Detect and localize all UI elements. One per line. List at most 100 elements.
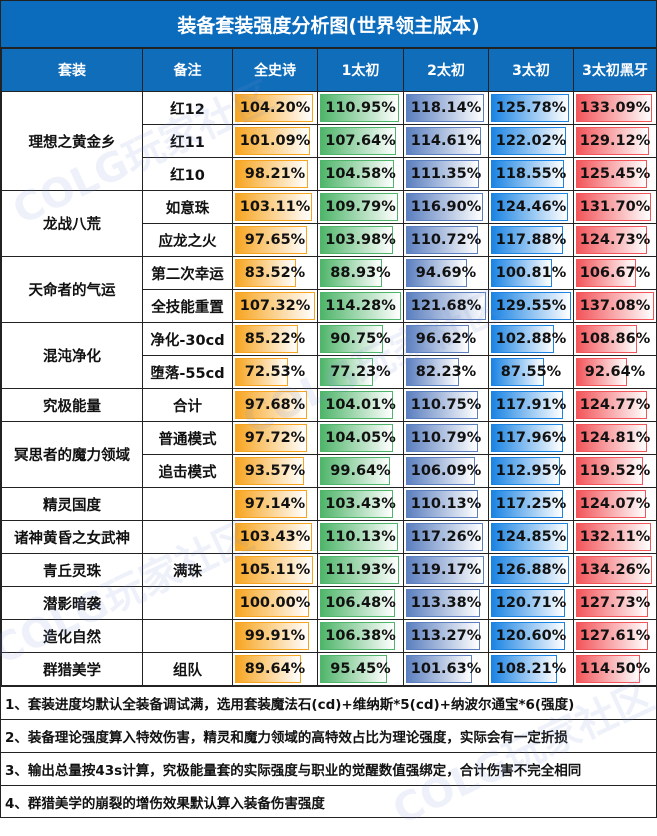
- data-bar: [320, 160, 394, 188]
- note-cell: 组队: [142, 652, 233, 686]
- value-cell: 103.43%: [317, 487, 404, 521]
- value-text: 106.67%: [579, 265, 651, 281]
- data-bar: [491, 490, 564, 518]
- data-bar: [576, 589, 649, 617]
- value-cell: 90.75%: [317, 322, 404, 356]
- set-name: 群猎美学: [1, 652, 143, 686]
- data-bar: [406, 424, 479, 452]
- footnote: 1、套装进度均默认全装备调试满，选用套装魔法石(cd)+维纳斯*5(cd)+纳波…: [1, 686, 656, 719]
- value-text: 97.72%: [244, 430, 306, 446]
- data-bar: [235, 589, 310, 617]
- data-bar: [406, 127, 482, 155]
- data-bar: [491, 556, 570, 584]
- data-bar: [576, 226, 647, 254]
- data-bar: [491, 391, 564, 419]
- value-text: 100.81%: [495, 265, 567, 281]
- value-cell: 124.07%: [573, 487, 657, 521]
- value-cell: 102.88%: [488, 322, 574, 356]
- value-text: 103.43%: [325, 496, 396, 512]
- data-bar: [320, 523, 398, 551]
- set-name: 诸神黄昏之女武神: [1, 520, 143, 554]
- value-cell: 111.35%: [403, 157, 489, 191]
- data-bar: [320, 622, 396, 650]
- table-row: 应龙之火 97.65% 103.98% 110.72% 117.88% 124.73%: [2, 223, 657, 257]
- data-bar: [235, 358, 288, 386]
- value-text: 72.53%: [244, 364, 306, 380]
- note-cell: 全技能重置: [142, 289, 233, 323]
- value-cell: 107.64%: [317, 124, 404, 158]
- value-cell: 105.11%: [232, 553, 318, 587]
- value-text: 107.32%: [239, 298, 311, 314]
- value-text: 133.09%: [579, 100, 651, 116]
- value-text: 113.38%: [410, 595, 482, 611]
- table-row: 究极能量 合计 97.68% 104.01% 110.75% 117.91% 124.77%: [1, 388, 657, 422]
- value-text: 94.69%: [415, 265, 477, 281]
- set-name: 天命者的气运: [1, 256, 143, 323]
- note-cell: 红11: [142, 124, 233, 158]
- data-bar: [320, 325, 384, 353]
- value-text: 103.43%: [239, 529, 311, 545]
- set-name: 究极能量: [1, 388, 143, 422]
- value-text: 124.77%: [579, 397, 651, 413]
- set-name: 精灵国度: [1, 487, 143, 521]
- value-text: 127.73%: [579, 595, 651, 611]
- column-header: 3太初: [488, 48, 574, 92]
- data-bar: [576, 160, 648, 188]
- data-bar: [320, 292, 401, 320]
- footnote: 4、群猎美学的崩裂的增伤效果默认算入装备伤害强度: [1, 785, 656, 818]
- data-bar: [491, 358, 544, 386]
- data-bar: [235, 226, 308, 254]
- data-bar: [491, 193, 568, 221]
- value-cell: 113.38%: [403, 586, 489, 620]
- value-text: 98.21%: [244, 166, 306, 182]
- value-text: 117.91%: [495, 397, 567, 413]
- data-bar: [491, 160, 564, 188]
- data-bar: [320, 589, 396, 617]
- value-text: 124.81%: [579, 430, 651, 446]
- value-cell: 125.45%: [573, 157, 657, 191]
- value-cell: 97.72%: [232, 421, 318, 455]
- data-bar: [320, 94, 399, 122]
- value-cell: 106.38%: [317, 619, 404, 653]
- value-cell: 88.93%: [317, 256, 404, 290]
- value-text: 92.64%: [584, 364, 646, 380]
- value-cell: 124.77%: [573, 388, 657, 422]
- set-name: 冥思者的魔力领域: [1, 421, 143, 488]
- note-cell: 净化-30cd: [142, 322, 233, 356]
- value-text: 99.91%: [244, 628, 306, 644]
- data-bar: [406, 292, 486, 320]
- note-cell: 普通模式: [142, 421, 233, 455]
- data-bar: [406, 325, 469, 353]
- note-cell: [142, 619, 233, 653]
- value-text: 124.07%: [579, 496, 651, 512]
- value-text: 137.08%: [579, 298, 651, 314]
- value-cell: 108.21%: [488, 652, 574, 686]
- data-bar: [491, 424, 564, 452]
- value-cell: 110.75%: [403, 388, 489, 422]
- note-cell: 满珠: [142, 553, 233, 587]
- value-cell: 117.25%: [488, 487, 574, 521]
- value-text: 126.88%: [495, 562, 567, 578]
- data-bar: [491, 292, 571, 320]
- value-text: 125.45%: [579, 166, 651, 182]
- value-text: 110.13%: [325, 529, 396, 545]
- value-text: 101.09%: [239, 133, 311, 149]
- value-cell: 120.60%: [488, 619, 574, 653]
- table-row: 追击模式 93.57% 99.64% 106.09% 112.95% 119.52%: [2, 454, 657, 488]
- value-cell: 113.27%: [403, 619, 489, 653]
- value-text: 120.71%: [495, 595, 567, 611]
- value-text: 132.11%: [579, 529, 651, 545]
- value-text: 117.96%: [495, 430, 567, 446]
- value-cell: 125.78%: [488, 91, 574, 125]
- data-bar: [576, 127, 650, 155]
- value-text: 110.72%: [410, 232, 482, 248]
- value-cell: 124.85%: [488, 520, 574, 554]
- data-bar: [320, 490, 393, 518]
- data-bar: [320, 424, 394, 452]
- data-bar: [491, 655, 558, 683]
- table-row: 诸神黄昏之女武神 103.43% 110.13% 117.26% 124.85% 132.…: [1, 520, 657, 554]
- value-cell: 104.58%: [317, 157, 404, 191]
- value-cell: 118.55%: [488, 157, 574, 191]
- value-text: 112.95%: [495, 463, 567, 479]
- value-cell: 103.98%: [317, 223, 404, 257]
